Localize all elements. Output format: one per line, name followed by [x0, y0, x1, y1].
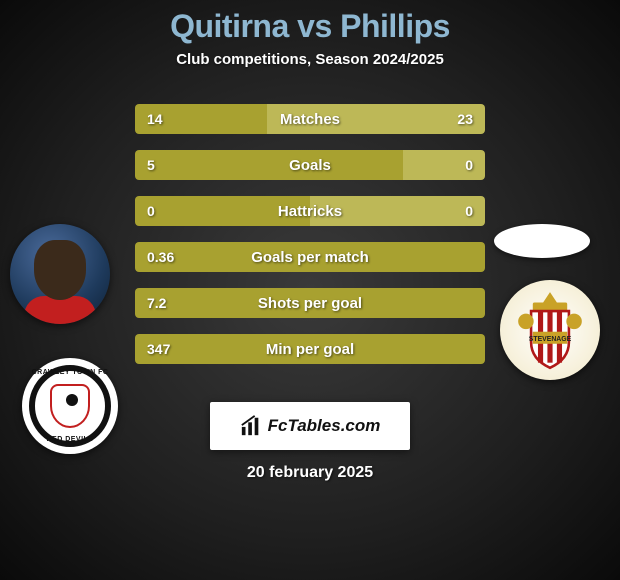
svg-text:STEVENAGE: STEVENAGE: [529, 336, 572, 343]
brand-badge: FcTables.com: [210, 402, 410, 450]
stat-bar-right: [403, 150, 485, 180]
footer-date: 20 february 2025: [0, 464, 620, 482]
subtitle: Club competitions, Season 2024/2025: [0, 51, 620, 68]
stat-bar-left: [135, 334, 485, 364]
stat-row: Shots per goal7.2: [135, 288, 485, 318]
stat-row: Goals per match0.36: [135, 242, 485, 272]
main-area: CRAWLEY TOWN FC RED DEVILS STEVENAGE Mat…: [0, 104, 620, 394]
stat-bar-left: [135, 150, 403, 180]
stat-bars: Matches1423 Goals50 Hattricks00 Goals per m…: [135, 104, 485, 380]
stat-bar-right: [267, 104, 485, 134]
comparison-card: Quitirna vs Phillips Club competitions, …: [0, 0, 620, 580]
brand-text: FcTables.com: [268, 416, 381, 436]
player1-photo: [10, 224, 110, 324]
brand-icon: [240, 415, 262, 437]
player2-club-crest: STEVENAGE: [500, 280, 600, 380]
stat-row: Goals50: [135, 150, 485, 180]
stat-bar-left: [135, 104, 267, 134]
player1-club-crest: CRAWLEY TOWN FC RED DEVILS: [22, 358, 118, 454]
stat-bar-left: [135, 196, 310, 226]
stat-bar-right: [310, 196, 485, 226]
stat-bar-left: [135, 288, 485, 318]
stat-row: Hattricks00: [135, 196, 485, 226]
crest-text-top: CRAWLEY TOWN FC: [32, 369, 109, 376]
stat-bar-left: [135, 242, 485, 272]
player2-placeholder-oval: [494, 224, 590, 258]
stat-row: Min per goal347: [135, 334, 485, 364]
page-title: Quitirna vs Phillips: [0, 8, 620, 45]
crest-text-bottom: RED DEVILS: [46, 436, 93, 443]
stat-row: Matches1423: [135, 104, 485, 134]
